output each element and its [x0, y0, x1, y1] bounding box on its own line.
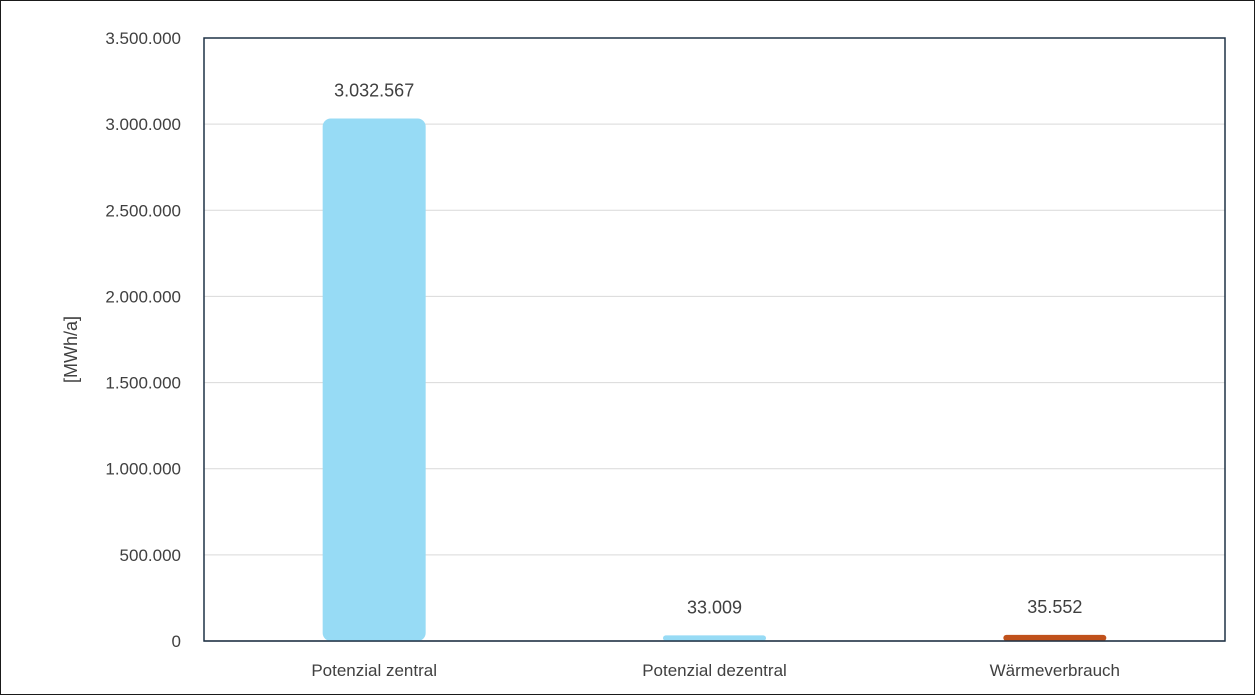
- y-tick-label: 3.000.000: [105, 115, 181, 134]
- bar: [1003, 634, 1107, 641]
- data-label: 35.552: [1027, 597, 1082, 617]
- y-tick-label: 0: [172, 632, 181, 651]
- data-labels: 3.032.567 33.009 35.552: [334, 81, 1082, 618]
- x-category-label: Potenzial zentral: [311, 661, 437, 680]
- y-axis-title: [MWh/a]: [61, 316, 81, 383]
- y-tick-label: 1.000.000: [105, 460, 181, 479]
- y-axis-ticks: 0 500.000 1.000.000 1.500.000 2.000.000 2.500…: [105, 29, 181, 651]
- bars: [322, 118, 1107, 641]
- bar: [663, 635, 766, 641]
- x-axis-categories: Potenzial zentral Potenzial dezentral Wärm…: [311, 661, 1120, 680]
- plot-area-border: [203, 37, 1226, 642]
- y-tick-label: 2.000.000: [105, 287, 181, 306]
- y-tick-label: 3.500.000: [105, 29, 181, 48]
- y-tick-label: 1.500.000: [105, 374, 181, 393]
- data-label: 3.032.567: [334, 81, 414, 101]
- data-label: 33.009: [687, 597, 742, 617]
- bar: [322, 118, 426, 641]
- y-tick-label: 2.500.000: [105, 201, 181, 220]
- x-category-label: Potenzial dezentral: [642, 661, 787, 680]
- y-tick-label: 500.000: [120, 546, 181, 565]
- x-category-label: Wärmeverbrauch: [990, 661, 1120, 680]
